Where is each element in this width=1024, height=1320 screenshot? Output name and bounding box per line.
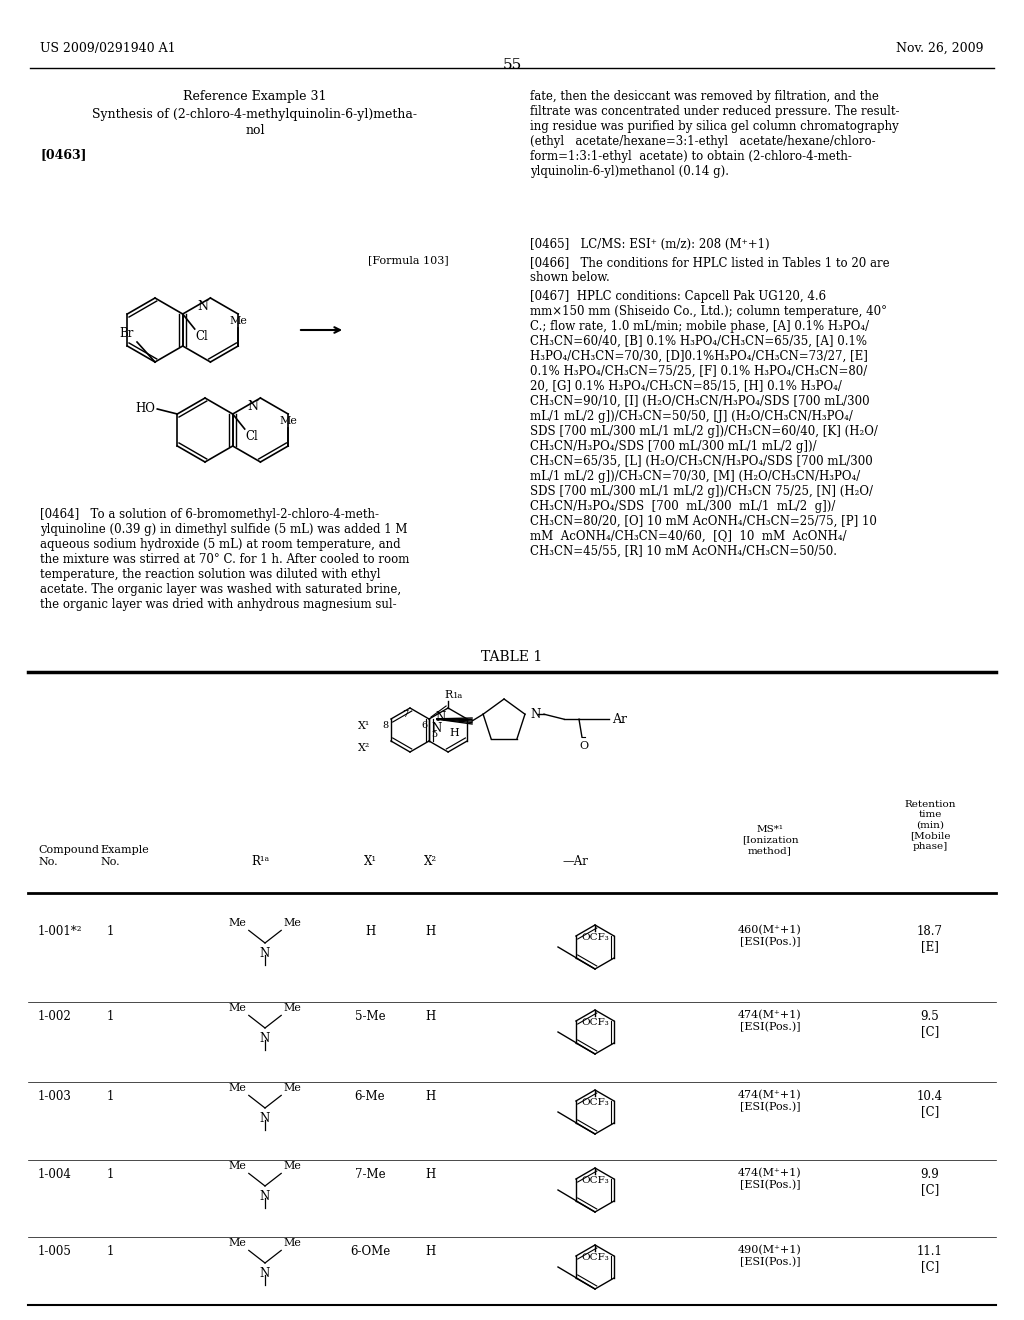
Text: Me: Me [284, 1238, 301, 1249]
Text: 5: 5 [431, 730, 437, 739]
Text: Me: Me [229, 1084, 247, 1093]
Text: Me: Me [229, 919, 247, 928]
Text: 1-001*²: 1-001*² [38, 925, 83, 939]
Text: N: N [530, 708, 541, 721]
Text: O: O [580, 742, 589, 751]
Text: R¹ᵃ: R¹ᵃ [251, 855, 269, 869]
Text: Example
No.: Example No. [100, 845, 148, 867]
Text: 55: 55 [503, 58, 521, 73]
Text: 1-003: 1-003 [38, 1090, 72, 1104]
Text: X²: X² [424, 855, 436, 869]
Text: —Ar: —Ar [562, 855, 588, 869]
Text: US 2009/0291940 A1: US 2009/0291940 A1 [40, 42, 176, 55]
Text: R: R [444, 690, 453, 700]
Text: TABLE 1: TABLE 1 [481, 649, 543, 664]
Text: Nov. 26, 2009: Nov. 26, 2009 [896, 42, 984, 55]
Text: Me: Me [284, 919, 301, 928]
Text: N: N [431, 722, 441, 735]
Text: 9.9
[C]: 9.9 [C] [921, 1168, 939, 1196]
Text: [0465]   LC/MS: ESI⁺ (m/z): 208 (M⁺+1): [0465] LC/MS: ESI⁺ (m/z): 208 (M⁺+1) [530, 238, 770, 251]
Text: 6-OMe: 6-OMe [350, 1245, 390, 1258]
Text: 1: 1 [106, 1168, 114, 1181]
Text: 474(M⁺+1)
[ESI(Pos.)]: 474(M⁺+1) [ESI(Pos.)] [738, 1168, 802, 1191]
Text: Me: Me [229, 1238, 247, 1249]
Text: Compound
No.: Compound No. [38, 845, 99, 867]
Text: N: N [260, 1267, 270, 1280]
Text: Me: Me [229, 1162, 247, 1171]
Text: N: N [260, 1032, 270, 1045]
Text: [Formula 103]: [Formula 103] [368, 255, 449, 265]
Text: Synthesis of (2-chloro-4-methylquinolin-6-yl)metha-: Synthesis of (2-chloro-4-methylquinolin-… [92, 108, 418, 121]
Text: H: H [450, 729, 460, 738]
Text: Me: Me [280, 416, 297, 426]
Text: 474(M⁺+1)
[ESI(Pos.)]: 474(M⁺+1) [ESI(Pos.)] [738, 1090, 802, 1113]
Text: H: H [425, 1010, 435, 1023]
Text: nol: nol [246, 124, 265, 137]
Text: Me: Me [284, 1003, 301, 1014]
Text: OCF₃: OCF₃ [582, 933, 609, 942]
Text: N: N [436, 711, 446, 723]
Text: 7-Me: 7-Me [354, 1168, 385, 1181]
Text: 8: 8 [383, 721, 389, 730]
Text: 460(M⁺+1)
[ESI(Pos.)]: 460(M⁺+1) [ESI(Pos.)] [738, 925, 802, 948]
Text: 1: 1 [106, 1245, 114, 1258]
Text: N: N [260, 1111, 270, 1125]
Text: 6: 6 [421, 721, 427, 730]
Text: N: N [198, 300, 209, 313]
Text: X¹: X¹ [364, 855, 377, 869]
Text: X²: X² [357, 743, 370, 752]
Text: H: H [425, 1168, 435, 1181]
Text: 1: 1 [106, 925, 114, 939]
Text: H: H [365, 925, 375, 939]
Text: Cl: Cl [196, 330, 209, 343]
Text: 1: 1 [106, 1090, 114, 1104]
Text: 18.7
[E]: 18.7 [E] [918, 925, 943, 953]
Text: 1-005: 1-005 [38, 1245, 72, 1258]
Text: 11.1
[C]: 11.1 [C] [918, 1245, 943, 1272]
Text: 1-002: 1-002 [38, 1010, 72, 1023]
Text: 1: 1 [106, 1010, 114, 1023]
Text: HO: HO [135, 403, 156, 416]
Text: Me: Me [229, 315, 247, 326]
Text: OCF₃: OCF₃ [582, 1253, 609, 1262]
Text: [0466]   The conditions for HPLC listed in Tables 1 to 20 are
shown below.: [0466] The conditions for HPLC listed in… [530, 256, 890, 284]
Text: Ar: Ar [612, 713, 627, 726]
Text: Retention
time
(min)
[Mobile
phase]: Retention time (min) [Mobile phase] [904, 800, 955, 850]
Text: Br: Br [120, 327, 134, 341]
Text: 7: 7 [401, 710, 408, 719]
Text: Reference Example 31: Reference Example 31 [183, 90, 327, 103]
Text: 474(M⁺+1)
[ESI(Pos.)]: 474(M⁺+1) [ESI(Pos.)] [738, 1010, 802, 1032]
Text: 1-004: 1-004 [38, 1168, 72, 1181]
Text: [0464]   To a solution of 6-bromomethyl-2-chloro-4-meth-
ylquinoline (0.39 g) in: [0464] To a solution of 6-bromomethyl-2-… [40, 508, 410, 611]
Text: 5-Me: 5-Me [354, 1010, 385, 1023]
Text: N: N [260, 946, 270, 960]
Text: H: H [425, 1245, 435, 1258]
Text: 9.5
[C]: 9.5 [C] [921, 1010, 939, 1038]
Text: Me: Me [284, 1084, 301, 1093]
Text: H: H [425, 1090, 435, 1104]
Text: 1a: 1a [453, 692, 463, 700]
Text: 6-Me: 6-Me [354, 1090, 385, 1104]
Text: Me: Me [284, 1162, 301, 1171]
Text: N: N [260, 1191, 270, 1203]
Text: MS*¹
[Ionization
method]: MS*¹ [Ionization method] [741, 825, 799, 855]
Text: Me: Me [229, 1003, 247, 1014]
Text: Cl: Cl [246, 430, 258, 444]
Text: OCF₃: OCF₃ [582, 1176, 609, 1185]
Text: fate, then the desiccant was removed by filtration, and the
filtrate was concent: fate, then the desiccant was removed by … [530, 90, 899, 178]
Text: X¹: X¹ [357, 721, 370, 731]
Text: [0463]: [0463] [40, 148, 86, 161]
Text: OCF₃: OCF₃ [582, 1098, 609, 1107]
Text: 490(M⁺+1)
[ESI(Pos.)]: 490(M⁺+1) [ESI(Pos.)] [738, 1245, 802, 1267]
Text: [0467]  HPLC conditions: Capcell Pak UG120, 4.6
mm×150 mm (Shiseido Co., Ltd.); : [0467] HPLC conditions: Capcell Pak UG12… [530, 290, 887, 558]
Text: N: N [248, 400, 258, 413]
Text: H: H [425, 925, 435, 939]
Text: 10.4
[C]: 10.4 [C] [916, 1090, 943, 1118]
Text: OCF₃: OCF₃ [582, 1018, 609, 1027]
